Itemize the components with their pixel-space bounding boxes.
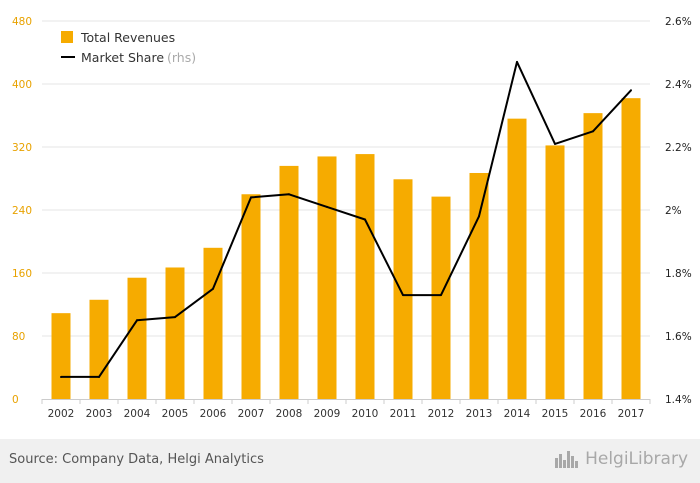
right-axis-tick-label: 1.4% [665,394,692,406]
brand-name: HelgiLibrary [585,449,688,469]
left-axis-tick-label: 480 [12,16,32,28]
bar-total-revenues-2003 [89,299,109,399]
axes: 0 80 160 240 320 400 480 1.4% 1.6% 1.8% 2% 2.2% 2.4%… [12,16,692,420]
right-axis-tick-label: 1.8% [665,268,692,280]
legend-item-market-share: Market Share (rhs) [61,47,196,67]
right-axis-tick-label: 2.2% [665,142,692,154]
point-market-share-2002 [60,375,62,378]
legend-bar-swatch [61,31,73,43]
point-market-share-2015 [554,142,556,145]
point-market-share-2014 [516,60,518,63]
x-axis-tick-label: 2007 [238,408,265,420]
right-axis-tick-label: 2.4% [665,79,692,91]
point-market-share-2009 [326,205,328,208]
point-market-share-2017 [630,89,632,92]
left-axis-tick-label: 80 [12,331,25,343]
brand-logo[interactable]: HelgiLibrary [554,449,688,469]
right-axis-tick-label: 2% [665,205,682,217]
x-axis-tick-label: 2006 [200,408,227,420]
point-market-share-2003 [98,375,100,378]
bar-total-revenues-2002 [51,313,71,399]
point-market-share-2005 [174,316,176,319]
bar-total-revenues-2017 [621,98,641,400]
x-axis-tick-label: 2005 [162,408,189,420]
x-axis-tick-label: 2017 [618,408,645,420]
right-axis-tick-label: 2.6% [665,16,692,28]
left-axis-tick-label: 320 [12,142,32,154]
helgi-city-skyline-icon [555,451,579,468]
x-axis-tick-label: 2011 [390,408,417,420]
bar-total-revenues-2009 [317,156,337,399]
point-market-share-2006 [212,287,214,290]
bar-total-revenues-2015 [545,145,565,399]
legend: Total Revenues Market Share (rhs) [61,27,196,67]
point-market-share-2007 [250,196,252,199]
left-axis-tick-label: 0 [12,394,19,406]
revenue-bars [51,98,641,400]
x-axis-tick-label: 2009 [314,408,341,420]
point-market-share-2012 [440,294,442,297]
point-market-share-2008 [288,193,290,196]
point-market-share-2011 [402,294,404,297]
x-axis-tick-label: 2016 [580,408,607,420]
x-axis-tick-label: 2010 [352,408,379,420]
point-market-share-2010 [364,218,366,221]
legend-label-market-share: Market Share [81,49,165,65]
x-axis-tick-label: 2004 [124,408,151,420]
left-axis-tick-label: 240 [12,205,32,217]
source-note: Source: Company Data, Helgi Analytics [9,452,264,467]
bar-total-revenues-2006 [203,247,223,399]
bar-total-revenues-2005 [165,267,185,399]
bar-total-revenues-2013 [469,172,489,399]
legend-rhs-suffix: (rhs) [167,49,197,65]
bar-total-revenues-2004 [127,277,147,399]
x-axis-tick-label: 2013 [466,408,493,420]
footer: Source: Company Data, Helgi Analytics He… [0,439,700,483]
bar-total-revenues-2007 [241,194,261,399]
point-market-share-2004 [136,319,138,322]
x-axis-tick-label: 2012 [428,408,455,420]
bar-total-revenues-2016 [583,113,603,399]
x-axis-tick-label: 2015 [542,408,569,420]
x-axis-tick-label: 2014 [504,408,531,420]
legend-item-revenues: Total Revenues [61,27,196,47]
market-share-line [60,60,632,378]
bar-total-revenues-2011 [393,179,413,399]
point-market-share-2016 [592,130,594,133]
right-axis-tick-label: 1.6% [665,331,692,343]
point-market-share-2013 [478,215,480,218]
legend-line-swatch [61,56,75,58]
bar-total-revenues-2010 [355,154,375,399]
x-axis-tick-label: 2008 [276,408,303,420]
x-axis-tick-label: 2002 [48,408,75,420]
line-market-share [61,60,632,378]
x-axis-tick-label: 2003 [86,408,113,420]
bar-total-revenues-2012 [431,196,451,399]
left-axis-tick-label: 400 [12,79,32,91]
bar-total-revenues-2008 [279,165,299,399]
left-axis-tick-label: 160 [12,268,32,280]
legend-label-revenues: Total Revenues [81,29,176,45]
bar-total-revenues-2014 [507,118,527,400]
